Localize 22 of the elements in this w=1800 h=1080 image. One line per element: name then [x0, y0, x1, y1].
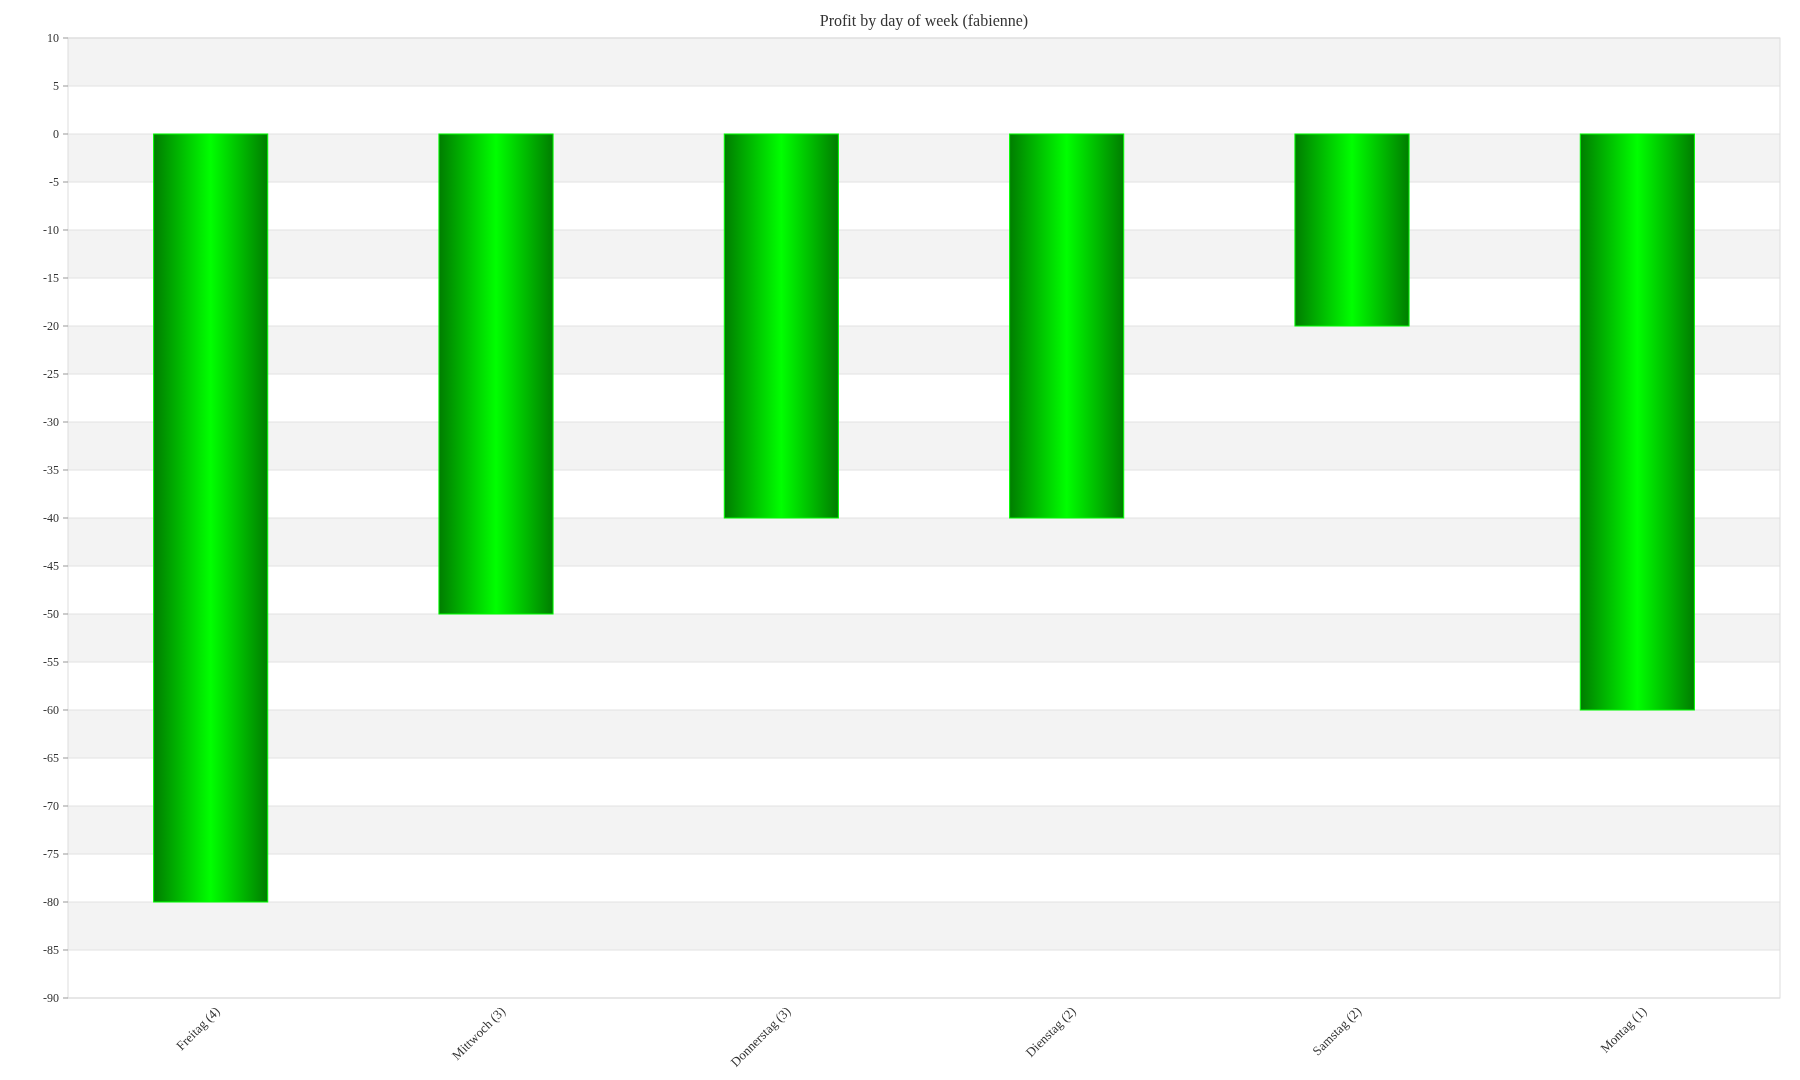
y-tick-label: -40: [43, 511, 59, 526]
y-tick-label: -90: [43, 991, 59, 1006]
y-tick-label: -80: [43, 895, 59, 910]
y-tick-label: -60: [43, 703, 59, 718]
y-tick-label: -5: [49, 175, 59, 190]
y-tick-label: 10: [47, 31, 59, 46]
y-tick-label: -10: [43, 223, 59, 238]
chart-title: Profit by day of week (fabienne): [819, 12, 1029, 30]
y-tick-label: -85: [43, 943, 59, 958]
y-tick-label: -70: [43, 799, 59, 814]
y-tick-label: -25: [43, 367, 59, 382]
y-tick-label: -65: [43, 751, 59, 766]
y-tick-label: 5: [53, 79, 59, 94]
y-tick-label: -20: [43, 319, 59, 334]
y-tick-label: -30: [43, 415, 59, 430]
y-tick-label: -55: [43, 655, 59, 670]
y-tick-label: -15: [43, 271, 59, 286]
y-tick-label: -45: [43, 559, 59, 574]
y-tick-label: -50: [43, 607, 59, 622]
y-tick-label: -75: [43, 847, 59, 862]
y-tick-label: -35: [43, 463, 59, 478]
y-tick-label: 0: [53, 127, 59, 142]
